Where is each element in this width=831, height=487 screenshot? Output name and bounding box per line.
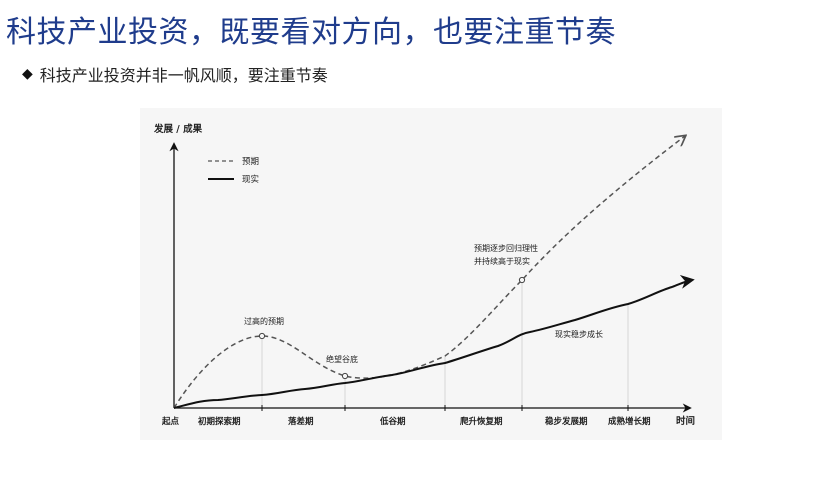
reality-curve [173, 274, 695, 409]
peak-marker [258, 332, 266, 340]
phase-label: 低谷期 [379, 416, 406, 427]
phase-label: 初期探索期 [198, 416, 241, 427]
diamond-bullet-icon: ◆ [22, 66, 33, 82]
expected-curve [173, 136, 685, 409]
phase-label: 稳步发展期 [545, 416, 588, 427]
annotation-peak: 过高的预期 [244, 316, 284, 326]
bullet-point: ◆ 科技产业投资并非一帆风顺，要注重节奏 [22, 62, 328, 86]
x-axis-label: 时间 [676, 415, 695, 427]
diagram-svg: 发展 / 成果 时间 起点 预期 现实 过高的预期 绝望谷 [153, 123, 695, 427]
trough-marker [341, 372, 349, 380]
y-axis-label: 发展 / 成果 [153, 123, 203, 135]
x-axis-ticks [261, 405, 629, 411]
phase-label: 成熟增长期 [608, 416, 651, 427]
crossover-marker [518, 276, 526, 284]
bullet-text: 科技产业投资并非一帆风顺，要注重节奏 [39, 66, 328, 85]
legend-expected-label: 预期 [242, 156, 259, 167]
annotation-crossover-1: 预期逐步回归理性 [474, 243, 538, 253]
legend-reality-label: 现实 [242, 174, 259, 185]
annotation-crossover-2: 并持续高于现实 [474, 256, 530, 266]
phase-label: 爬升恢复期 [459, 416, 503, 427]
annotation-reality-steady: 现实稳步成长 [555, 329, 603, 339]
expectation-vs-reality-diagram: 发展 / 成果 时间 起点 预期 现实 过高的预期 绝望谷 [140, 108, 722, 440]
annotation-trough: 绝望谷底 [326, 354, 358, 364]
phase-label: 落差期 [288, 416, 314, 427]
origin-label: 起点 [161, 416, 180, 427]
slide-title: 科技产业投资，既要看对方向，也要注重节奏 [6, 15, 616, 50]
